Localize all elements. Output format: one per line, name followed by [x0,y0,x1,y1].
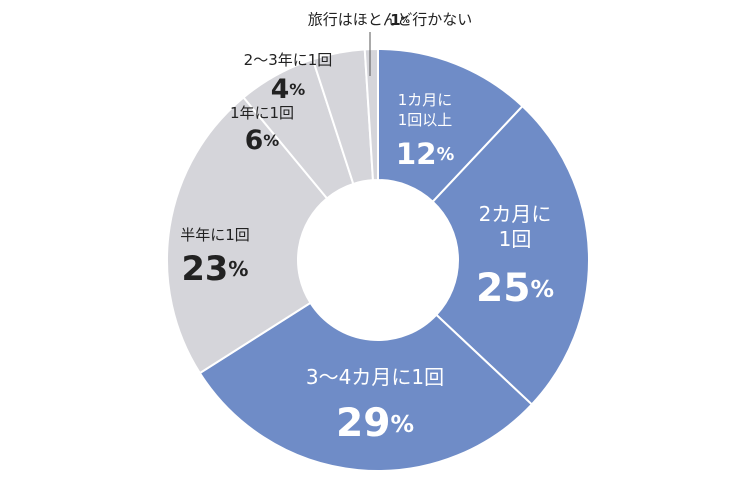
category-label: 3～4カ月に1回 [306,365,444,389]
slice [198,301,534,472]
category-line: 半年に1回 [180,226,250,244]
slice [363,47,379,182]
value-number: 6 [245,125,264,156]
value-unit: % [263,131,279,150]
category-label: 旅行はほとんど行かない [308,11,473,29]
value-label: 29% [336,401,414,446]
category-label: 1年に1回 [230,104,294,122]
value-label: 25% [476,266,554,311]
category-line: 2カ月に [479,202,552,226]
value-unit: % [228,257,248,281]
value-number: 25 [476,266,531,311]
value-unit: % [289,80,305,99]
value-label: 23% [182,249,249,288]
value-unit: % [401,16,410,26]
category-label: 1カ月に 1回以上 [398,91,453,129]
category-line: 1年に1回 [230,104,294,122]
category-label: 半年に1回 [180,226,250,244]
category-label: 2～3年に1回 [244,51,333,69]
category-label: 2カ月に 1回 [479,202,552,251]
slice [431,104,590,406]
value-number: 29 [336,401,391,446]
value-number: 23 [182,249,229,288]
value-unit: % [437,145,455,165]
category-line: 1回以上 [398,111,453,129]
value-label: 4% [271,74,306,105]
value-label: 12% [396,137,455,171]
category-line: 2～3年に1回 [244,51,333,69]
category-line: 3～4カ月に1回 [306,365,444,389]
slice [377,47,524,204]
value-label: 1% [390,11,409,29]
value-number: 12 [396,137,437,171]
value-label: 6% [245,125,280,156]
value-unit: % [390,410,414,438]
value-number: 1 [390,11,400,29]
category-line: 1回 [499,227,532,251]
category-line: 1カ月に [398,91,453,109]
slice [166,96,329,375]
value-number: 4 [271,74,290,105]
value-unit: % [530,275,554,303]
